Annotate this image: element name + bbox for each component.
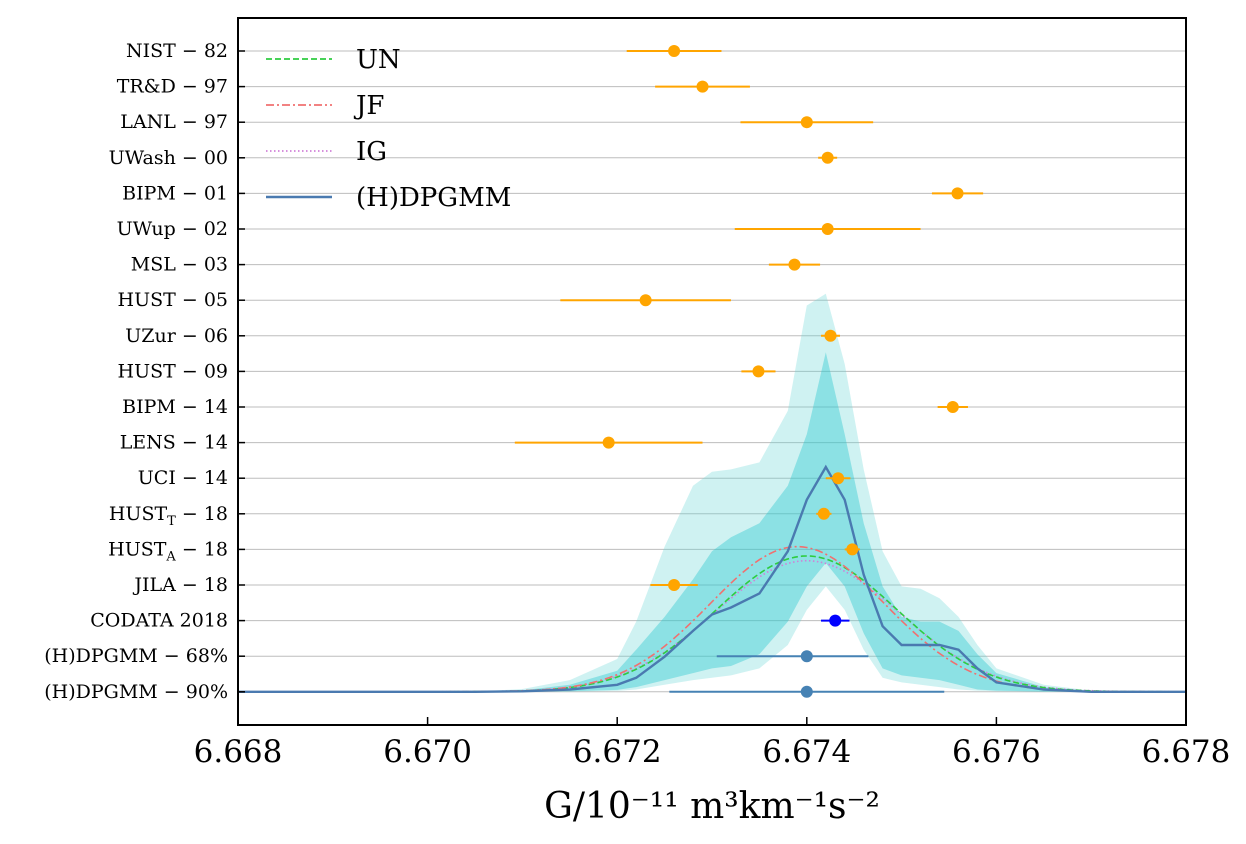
legend-label: JF — [353, 91, 384, 121]
row-label: HUSTT − 18 — [109, 503, 228, 529]
legend: UN JF IG (H)DPGMM — [266, 45, 511, 213]
data-point — [800, 650, 813, 663]
legend-label: IG — [356, 137, 387, 167]
x-tick-label: 6.672 — [573, 734, 662, 770]
x-tick-label: 6.678 — [1142, 734, 1231, 770]
row-label: MSL − 03 — [131, 254, 228, 276]
row-label: UZur − 06 — [125, 325, 228, 347]
x-tick-label: 6.676 — [952, 734, 1041, 770]
data-point — [846, 543, 859, 556]
y-row-labels: NIST − 82 TR&D − 97 LANL − 97 UWash − 00 BIP… — [44, 40, 245, 703]
legend-label: UN — [356, 45, 401, 75]
row-label: BIPM − 14 — [122, 396, 228, 418]
data-point — [817, 507, 830, 520]
data-point — [829, 614, 842, 627]
row-label: LENS − 14 — [120, 432, 228, 454]
row-label: TR&D − 97 — [117, 76, 228, 98]
x-tick-label: 6.670 — [383, 734, 472, 770]
row-label: (H)DPGMM − 68% — [44, 645, 228, 667]
density-curves — [238, 464, 1186, 693]
data-point — [800, 685, 813, 698]
row-gridlines — [238, 50, 1186, 693]
row-label: HUST − 05 — [118, 289, 228, 311]
row-label: LANL − 97 — [120, 111, 228, 133]
data-point — [602, 436, 615, 449]
data-point — [788, 258, 801, 271]
row-label: (H)DPGMM − 90% — [44, 681, 228, 703]
row-label: UWash − 00 — [109, 147, 228, 169]
row-label: NIST − 82 — [126, 40, 228, 62]
hdpgmm-median-curve — [238, 464, 1186, 693]
density-bands — [238, 293, 1186, 692]
band-90 — [238, 293, 1186, 692]
data-point — [824, 329, 837, 342]
data-point — [821, 151, 834, 164]
data-point — [951, 187, 964, 200]
row-label: UCI − 14 — [138, 467, 228, 489]
legend-label: (H)DPGMM — [356, 183, 511, 213]
data-point — [832, 472, 845, 485]
row-label: JILA − 18 — [132, 574, 228, 596]
measurement-points — [514, 45, 984, 698]
x-tick-label: 6.668 — [194, 734, 283, 770]
row-label: CODATA 2018 — [90, 610, 228, 632]
row-label: HUSTA − 18 — [108, 538, 228, 564]
row-label: HUST − 09 — [118, 360, 228, 382]
data-point — [668, 579, 681, 591]
data-point — [800, 116, 813, 129]
data-point — [639, 294, 652, 307]
data-point — [821, 223, 834, 235]
x-axis-ticks: 6.668 6.670 6.672 6.674 6.676 6.678 — [194, 717, 1231, 770]
x-tick-label: 6.674 — [762, 734, 851, 770]
band-68 — [238, 352, 1186, 692]
row-label: UWup − 02 — [117, 218, 228, 240]
data-point — [668, 45, 681, 57]
data-point — [752, 365, 765, 378]
data-point — [946, 401, 959, 413]
x-axis-label: G/10⁻¹¹ m³km⁻¹s⁻² — [544, 786, 880, 827]
data-point — [696, 80, 709, 93]
row-label: BIPM − 01 — [122, 182, 228, 204]
